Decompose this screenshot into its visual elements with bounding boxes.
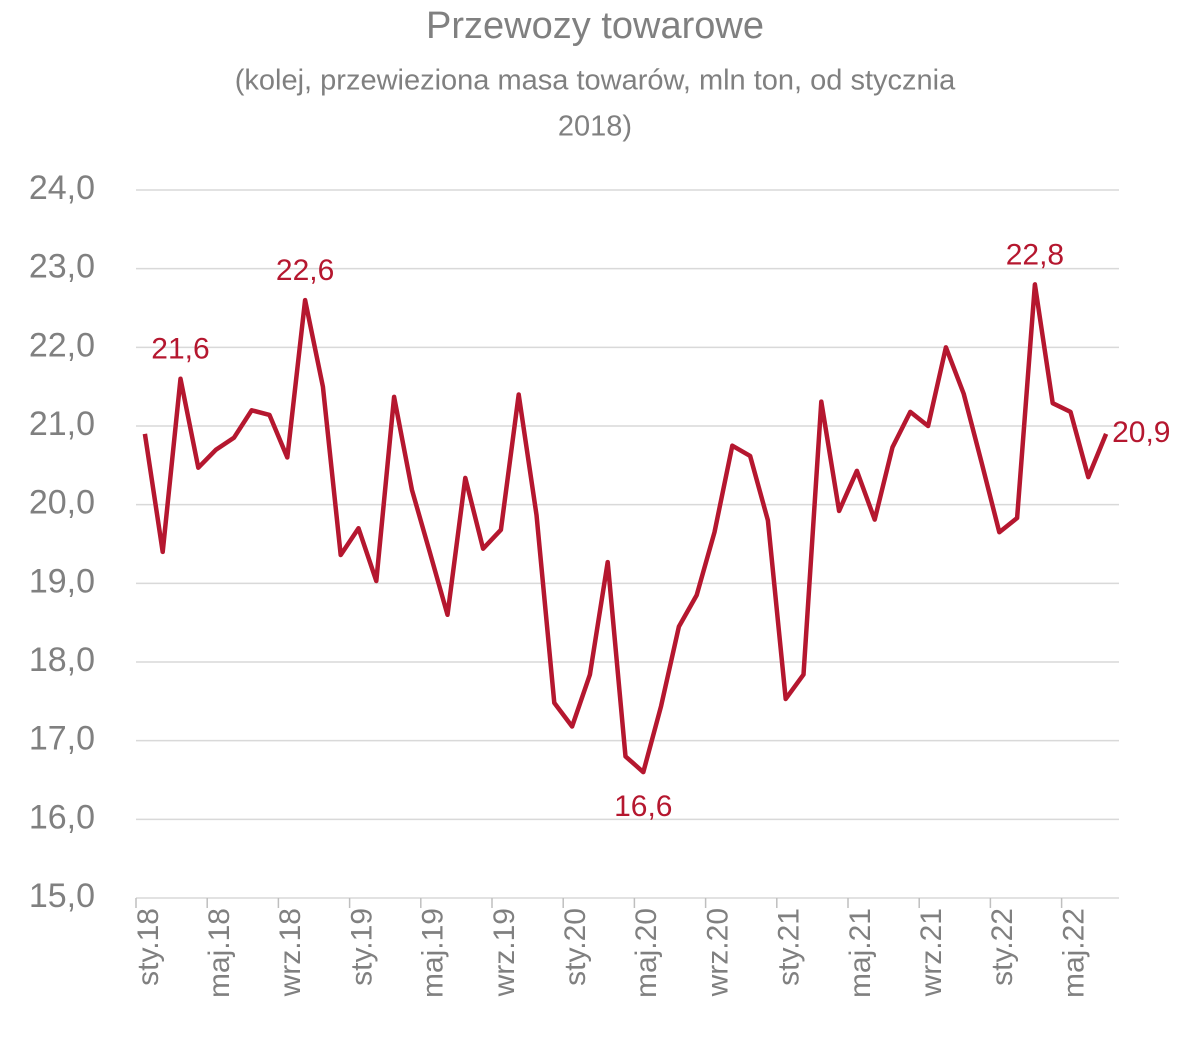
chart-subtitle: (kolej, przewieziona masa towarów, mln t… <box>235 65 956 97</box>
y-tick-label: 20,0 <box>29 484 95 522</box>
data-label: 21,6 <box>151 333 209 366</box>
x-tick-label: maj.22 <box>1057 908 1090 998</box>
x-tick-label: maj.19 <box>417 908 450 998</box>
y-tick-label: 22,0 <box>29 326 95 364</box>
x-tick-label: sty.22 <box>986 908 1019 986</box>
y-tick-label: 18,0 <box>29 641 95 679</box>
chart-subtitle: 2018) <box>558 111 632 143</box>
data-label: 20,9 <box>1112 416 1170 449</box>
x-tick-label: wrz.18 <box>274 908 307 997</box>
y-tick-label: 17,0 <box>29 720 95 758</box>
x-tick-label: sty.18 <box>132 908 165 986</box>
y-tick-label: 24,0 <box>29 169 95 207</box>
data-label: 22,6 <box>276 254 334 287</box>
y-tick-label: 19,0 <box>29 562 95 600</box>
x-tick-label: maj.21 <box>844 908 877 998</box>
y-tick-label: 16,0 <box>29 798 95 836</box>
y-tick-label: 15,0 <box>29 877 95 915</box>
x-tick-label: sty.21 <box>773 908 806 986</box>
x-tick-label: maj.18 <box>203 908 236 998</box>
y-tick-label: 23,0 <box>29 248 95 286</box>
x-tick-label: wrz.21 <box>915 908 948 997</box>
x-tick-label: sty.19 <box>345 908 378 986</box>
data-label: 22,8 <box>1006 238 1064 271</box>
line-series <box>142 282 1109 775</box>
y-tick-label: 21,0 <box>29 405 95 443</box>
chart-title: Przewozy towarowe <box>426 5 764 47</box>
data-label: 16,6 <box>614 790 672 823</box>
x-tick-label: maj.20 <box>630 908 663 998</box>
x-tick-label: sty.20 <box>559 908 592 986</box>
x-tick-label: wrz.20 <box>701 908 734 997</box>
x-tick-label: wrz.19 <box>488 908 521 997</box>
